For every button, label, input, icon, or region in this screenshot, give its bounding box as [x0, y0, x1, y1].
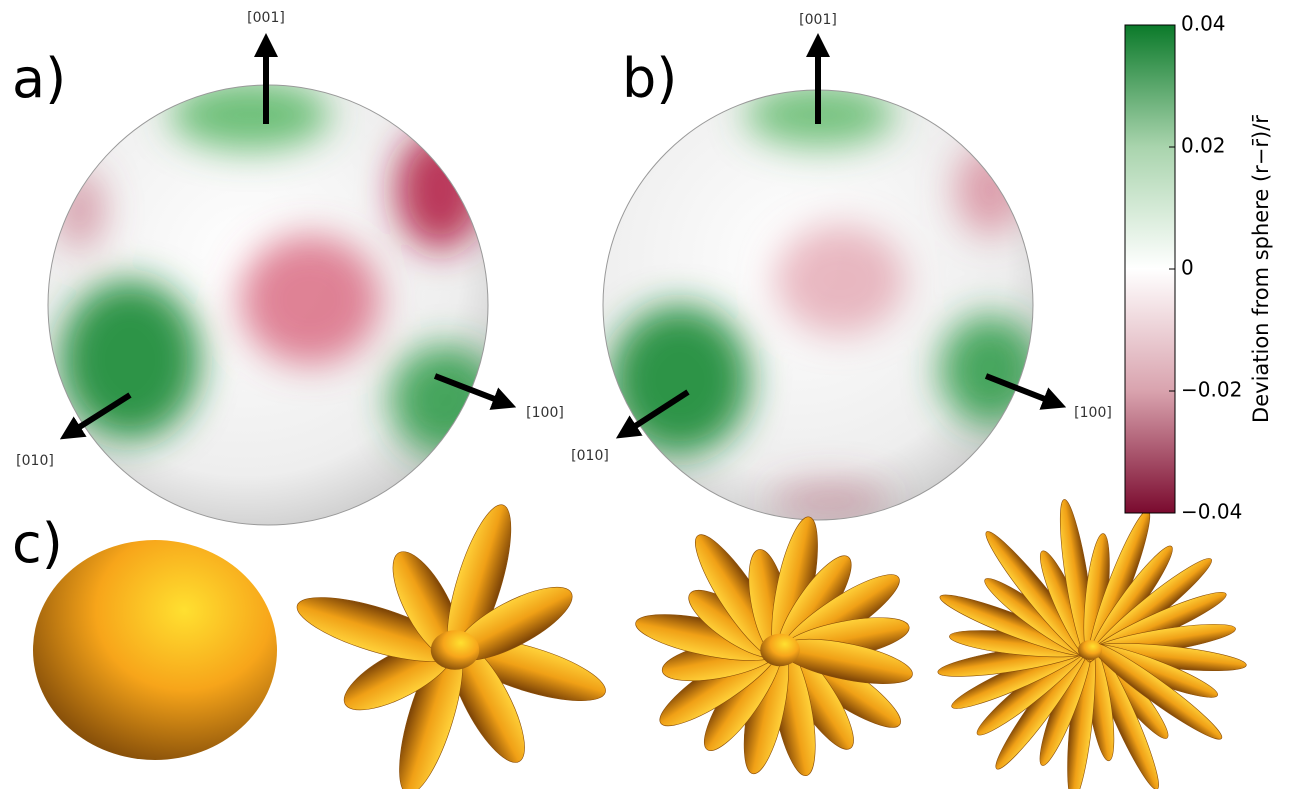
- panel-label: c): [12, 512, 63, 575]
- sphere-b: [603, 83, 1040, 520]
- axis-label: [100]: [526, 405, 564, 421]
- figure: [001] [100] [010] [001] [100] [010] a) b…: [0, 0, 1291, 789]
- sphere-a: [48, 80, 500, 525]
- tick-label: 0: [1181, 256, 1194, 280]
- axis-label: [001]: [247, 10, 285, 26]
- sphere-harmonic: [33, 540, 277, 760]
- panel-label: b): [622, 47, 677, 110]
- axis-label: [001]: [799, 12, 837, 28]
- colorbar: [1125, 25, 1175, 513]
- colorbar-label: Deviation from sphere (r−r̄)/r̄: [1249, 115, 1273, 423]
- panel-label: a): [12, 47, 66, 110]
- tick-label: −0.02: [1181, 378, 1242, 402]
- lobe-center: [431, 630, 479, 670]
- axis-label: [010]: [16, 453, 54, 469]
- tick-label: 0.02: [1181, 134, 1226, 158]
- tick-label: −0.04: [1181, 500, 1242, 524]
- lobe-center: [760, 634, 800, 666]
- lobe-center: [1078, 640, 1102, 660]
- tick-label: 0.04: [1181, 12, 1226, 36]
- harmonic-shapes: [291, 498, 1248, 789]
- axis-label: [010]: [571, 448, 609, 464]
- axis-label: [100]: [1074, 405, 1112, 421]
